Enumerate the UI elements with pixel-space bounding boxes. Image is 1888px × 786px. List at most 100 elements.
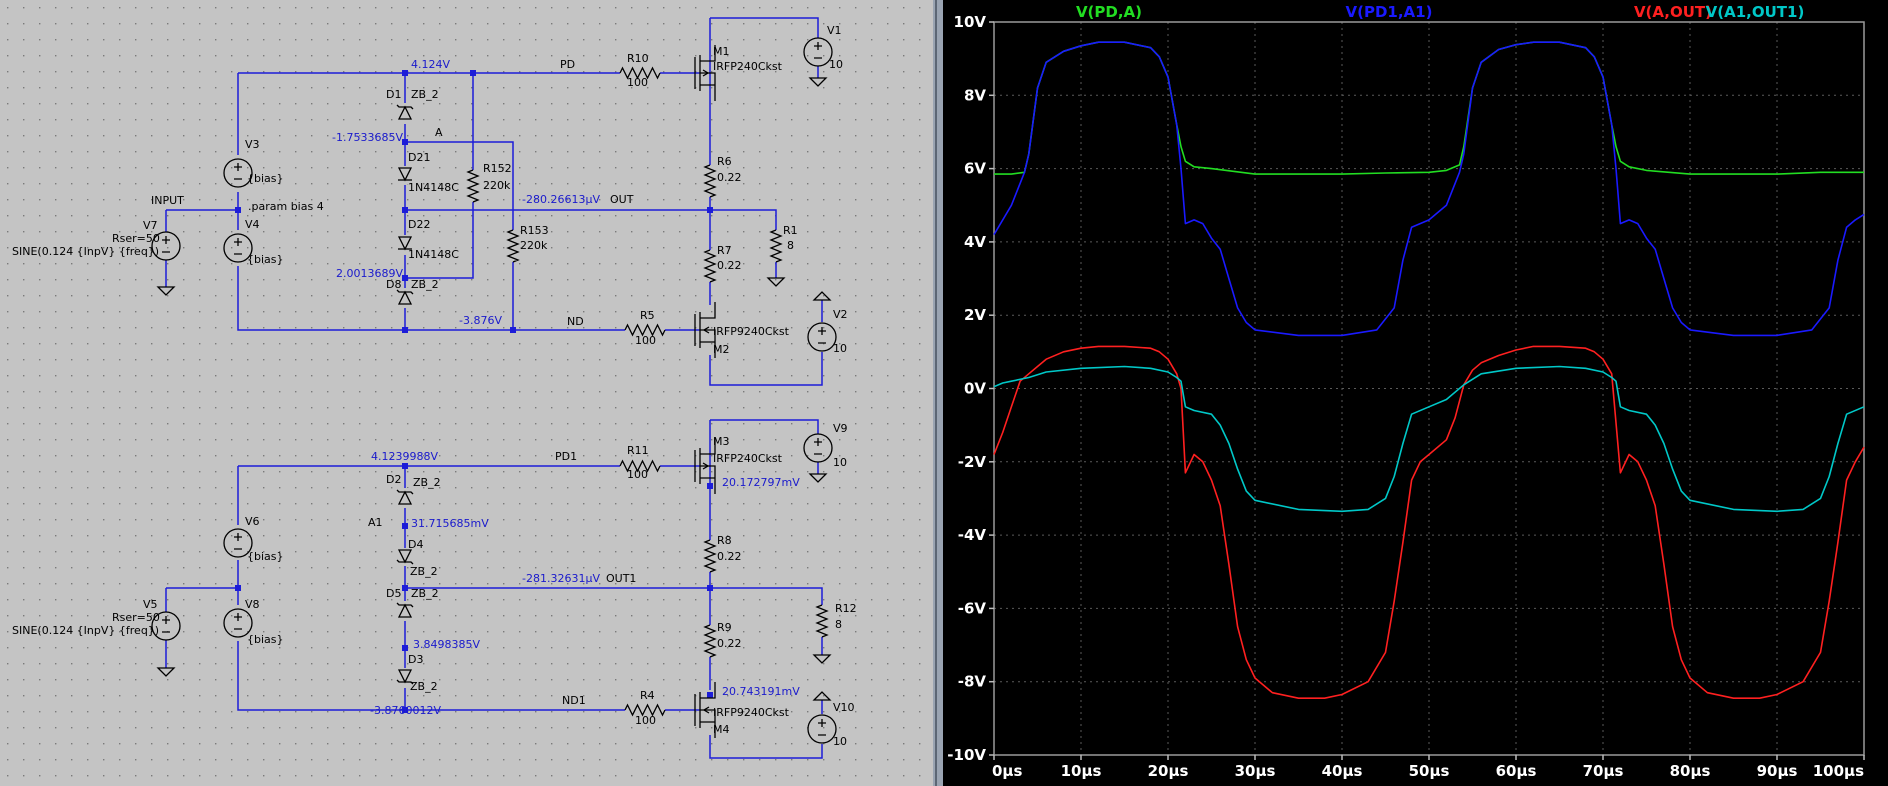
lbl-rser5: Rser=50: [112, 611, 160, 624]
r1-resistor[interactable]: [769, 229, 783, 263]
v2-source[interactable]: [807, 322, 837, 352]
pane-splitter[interactable]: [933, 0, 943, 786]
lbl-zb5: ZB_2: [411, 587, 439, 600]
plot-legend[interactable]: V(PD,A) V(PD1,A1) V(A,OUT)V(A1,OUT1): [1076, 3, 1804, 21]
lbl-v4: V4: [245, 218, 260, 231]
m1-mosfet[interactable]: [694, 45, 716, 101]
d2-zener[interactable]: [396, 488, 414, 506]
wire[interactable]: [710, 209, 777, 230]
r11-resistor[interactable]: [619, 459, 661, 473]
schematic-components[interactable]: [151, 37, 837, 744]
lbl-d21: D21: [408, 151, 430, 164]
ground-symbol: [812, 291, 832, 301]
lbl-input: INPUT: [151, 194, 184, 207]
trace-label-3[interactable]: V(A1,OUT1): [1706, 3, 1805, 21]
r7-resistor[interactable]: [703, 249, 717, 283]
wire[interactable]: [710, 419, 819, 434]
wire[interactable]: [237, 641, 625, 711]
m4-mosfet[interactable]: [694, 682, 716, 738]
wire[interactable]: [237, 266, 625, 331]
r4-resistor[interactable]: [624, 703, 666, 717]
r5-resistor[interactable]: [624, 323, 666, 337]
schematic-grid: [0, 0, 933, 786]
ground-symbol: [156, 286, 176, 296]
lbl-zb2: ZB_2: [413, 476, 441, 489]
r6-resistor[interactable]: [703, 164, 717, 198]
trace-label-2[interactable]: V(A,OUT): [1634, 3, 1712, 21]
r9-resistor[interactable]: [703, 624, 717, 658]
waveform-viewer[interactable]: 10V 8V 6V 4V 2V 0V -2V -4V -6V -8V -10V 0µs 10µs 20µs…: [943, 0, 1888, 786]
lbl-m1: M1: [713, 45, 730, 58]
lbl-m4m: IRFP9240Ckst: [713, 706, 790, 719]
lbl-d3: D3: [408, 653, 423, 666]
trace-v-a1-out1: [993, 365, 1865, 513]
r10-resistor[interactable]: [619, 66, 661, 80]
v1-source[interactable]: [803, 37, 833, 67]
junction-dot: [402, 70, 408, 76]
r8-resistor[interactable]: [703, 539, 717, 573]
lbl-bias6: {bias}: [247, 550, 284, 563]
lbl-r8: R8: [717, 534, 732, 547]
v6-source[interactable]: [223, 528, 253, 558]
lbl-v10v: 10: [833, 735, 847, 748]
y-tick-label: 6V: [964, 160, 986, 178]
d22-diode[interactable]: [397, 235, 413, 253]
trace-label-0[interactable]: V(PD,A): [1076, 3, 1142, 21]
v7-source[interactable]: [151, 231, 181, 261]
wire[interactable]: [709, 735, 823, 759]
ground-symbol: [808, 473, 828, 483]
v9-source[interactable]: [803, 433, 833, 463]
trace-label-1[interactable]: V(PD1,A1): [1346, 3, 1433, 21]
lbl-m1m: IRFP240Ckst: [713, 60, 783, 73]
v-out1: -281.32631µV: [522, 572, 600, 585]
v4-source[interactable]: [223, 233, 253, 263]
wire[interactable]: [405, 141, 514, 230]
lbl-r6v: 0.22: [717, 171, 742, 184]
d3-zener[interactable]: [396, 668, 414, 686]
v-m3s: 20.172797mV: [722, 476, 800, 489]
v-b: 2.0013689V: [336, 267, 403, 280]
lbl-nd: ND: [567, 315, 584, 328]
y-tick-label: 10V: [954, 13, 987, 31]
r12-resistor[interactable]: [815, 604, 829, 638]
ground-symbol: [766, 277, 786, 287]
lbl-v7: V7: [143, 219, 158, 232]
x-tick-label: 90µs: [1757, 762, 1798, 780]
wire[interactable]: [709, 352, 823, 386]
v-pd: 4.124V: [411, 58, 450, 71]
v5-source[interactable]: [151, 611, 181, 641]
junction-dot: [235, 585, 241, 591]
lbl-r12: R12: [835, 602, 857, 615]
d21-diode[interactable]: [397, 166, 413, 184]
r152-resistor[interactable]: [466, 169, 480, 203]
lbl-nd1: ND1: [562, 694, 586, 707]
d1-zener[interactable]: [396, 103, 414, 121]
v-out: -280.26613µV: [522, 193, 600, 206]
lbl-r12v: 8: [835, 618, 842, 631]
v10-source[interactable]: [807, 714, 837, 744]
trace-v-a-out: [993, 345, 1865, 700]
junction-dot: [402, 645, 408, 651]
lbl-zb1: ZB_2: [411, 88, 439, 101]
lbl-bias4: {bias}: [247, 253, 284, 266]
v3-source[interactable]: [223, 158, 253, 188]
m3-mosfet[interactable]: [694, 438, 716, 494]
v-b1: 3.8498385V: [413, 638, 480, 651]
d8-zener[interactable]: [396, 288, 414, 306]
lbl-r5v: 100: [635, 334, 656, 347]
junction-dot: [235, 207, 241, 213]
r153-resistor[interactable]: [506, 229, 520, 263]
m2-mosfet[interactable]: [694, 302, 716, 358]
d5-zener[interactable]: [396, 601, 414, 619]
junction-dot: [707, 207, 713, 213]
wire[interactable]: [710, 17, 819, 38]
d4-zener[interactable]: [396, 548, 414, 566]
wire[interactable]: [405, 587, 823, 605]
v8-source[interactable]: [223, 608, 253, 638]
lbl-v3: V3: [245, 138, 260, 151]
lbl-sine7: SINE(0.124 {InpV} {freq}): [12, 245, 159, 258]
wire[interactable]: [405, 202, 474, 279]
v-m4s: 20.743191mV: [722, 685, 800, 698]
lbl-d4: D4: [408, 538, 423, 551]
